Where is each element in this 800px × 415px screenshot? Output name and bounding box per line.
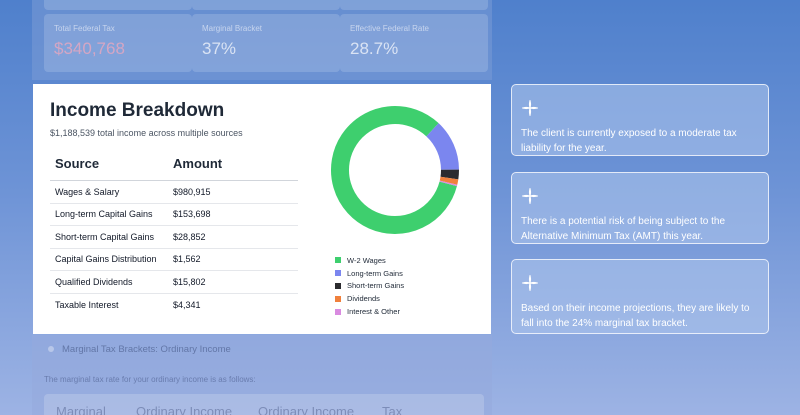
stat-value: 37%: [202, 39, 237, 58]
insight-card[interactable]: The client is currently exposed to a mod…: [511, 84, 769, 156]
table-header: Source Amount: [50, 156, 298, 181]
legend-item: Dividends: [335, 292, 404, 305]
legend-swatch: [335, 308, 341, 315]
legend-item: Long-term Gains: [335, 267, 404, 280]
stat-value: $340,768: [54, 39, 125, 58]
stat-value: 28.7%: [350, 39, 399, 58]
brackets-col-header: Ordinary Income: [136, 404, 233, 415]
row-amount: $980,915: [173, 186, 211, 197]
legend-label: W-2 Wages: [347, 255, 386, 265]
legend-swatch: [335, 282, 341, 289]
row-amount: $153,698: [173, 209, 211, 220]
sparkle-icon: [521, 99, 539, 117]
row-amount: $15,802: [173, 276, 206, 287]
legend-item: W-2 Wages: [335, 254, 404, 267]
column-header-amount: Amount: [173, 156, 223, 171]
stats-panel: [32, 0, 492, 80]
stat-card-marginal-bracket: Marginal Bracket 37%: [192, 14, 340, 72]
card-subtitle: $1,188,539 total income across multiple …: [50, 128, 243, 138]
stat-card-top: [340, 0, 488, 10]
insight-text: The client is currently exposed to a mod…: [521, 128, 737, 154]
insight-card[interactable]: There is a potential risk of being subje…: [511, 172, 769, 244]
stat-card-top: [44, 0, 192, 10]
stat-label: Marginal Bracket: [202, 24, 263, 33]
row-source: Qualified Dividends: [55, 276, 133, 287]
stat-card-effective-rate: Effective Federal Rate 28.7%: [340, 14, 488, 72]
table-row: Capital Gains Distribution $1,562: [50, 249, 298, 271]
stat-card-total-tax: Total Federal Tax $340,768: [44, 14, 192, 72]
chart-legend: W-2 Wages Long-term Gains Short-term Gains…: [335, 254, 404, 318]
income-breakdown-card: Income Breakdown $1,188,539 total income…: [33, 84, 491, 334]
card-title: Income Breakdown: [50, 100, 225, 121]
insight-text: Based on their income projections, they …: [521, 303, 750, 329]
legend-swatch: [335, 295, 341, 302]
legend-label: Interest & Other: [347, 307, 400, 317]
row-source: Taxable Interest: [55, 299, 119, 310]
stat-label: Effective Federal Rate: [350, 24, 430, 33]
row-source: Capital Gains Distribution: [55, 254, 157, 265]
legend-label: Long-term Gains: [347, 268, 403, 278]
row-source: Short-term Capital Gains: [55, 231, 155, 242]
table-row: Qualified Dividends $15,802: [50, 271, 298, 294]
insight-text: There is a potential risk of being subje…: [521, 216, 726, 242]
table-row: Short-term Capital Gains $28,852: [50, 226, 298, 249]
brackets-col-header: Marginal: [56, 404, 106, 415]
income-donut-chart: [331, 106, 459, 234]
brackets-col-header: Tax: [382, 404, 403, 415]
stat-card-top: [192, 0, 340, 10]
stat-label: Total Federal Tax: [54, 24, 115, 33]
donut-slice-dividends: [439, 176, 459, 185]
legend-item: Interest & Other: [335, 305, 404, 318]
table-row: Long-term Capital Gains $153,698: [50, 204, 298, 226]
row-amount: $4,341: [173, 299, 201, 310]
table-row: Wages & Salary $980,915: [50, 181, 298, 204]
donut-slice-long-term-gains: [426, 123, 459, 171]
insight-card[interactable]: Based on their income projections, they …: [511, 259, 769, 334]
column-header-source: Source: [55, 156, 100, 171]
legend-item: Short-term Gains: [335, 280, 404, 293]
brackets-col-header: Ordinary Income: [258, 404, 355, 415]
row-amount: $1,562: [173, 254, 201, 265]
table-row: Taxable Interest $4,341: [50, 294, 298, 317]
legend-swatch: [335, 270, 341, 277]
legend-swatch: [335, 257, 341, 264]
legend-label: Dividends: [347, 294, 380, 304]
sparkle-icon: [521, 274, 539, 292]
sparkle-icon: [521, 187, 539, 205]
row-source: Wages & Salary: [55, 186, 120, 197]
row-source: Long-term Capital Gains: [55, 209, 153, 220]
brackets-table: [44, 394, 484, 415]
brackets-panel: [32, 335, 492, 415]
donut-slice-short-term-gains: [440, 169, 459, 180]
income-table: Source Amount Wages & Salary $980,915 Lo…: [50, 156, 298, 316]
row-amount: $28,852: [173, 231, 206, 242]
donut-slice-w-2-wages: [331, 106, 457, 234]
legend-label: Short-term Gains: [347, 281, 405, 291]
brackets-subtitle: The marginal tax rate for your ordinary …: [44, 375, 256, 384]
brackets-title: Marginal Tax Brackets: Ordinary Income: [62, 344, 231, 355]
section-dot-icon: [48, 346, 54, 352]
